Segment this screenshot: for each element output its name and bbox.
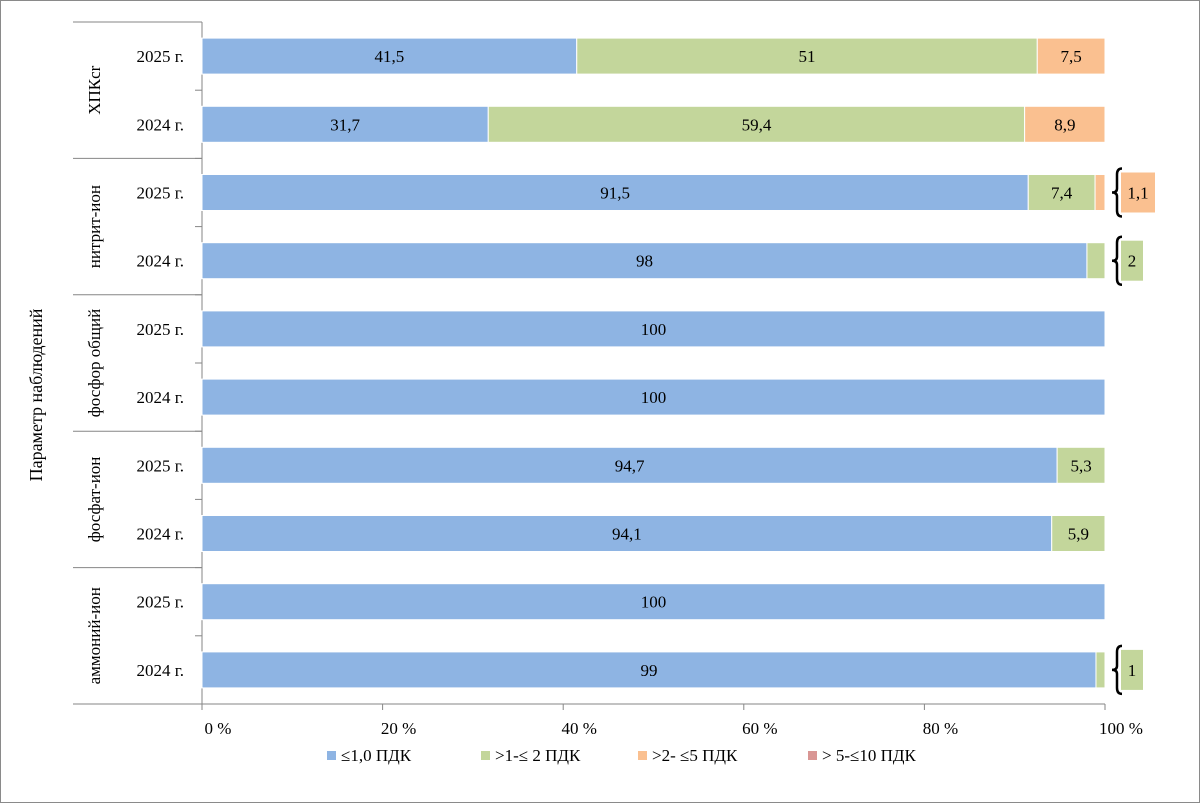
- data-label: 41,5: [374, 47, 404, 66]
- group-label: аммоний-ион: [85, 587, 104, 684]
- group-label: нитрит-ион: [85, 185, 104, 268]
- legend-label: ≤1,0 ПДК: [341, 746, 412, 765]
- row-label: 2025 г.: [136, 47, 184, 66]
- bar-segment: [1056, 446, 1106, 484]
- data-label: 2: [1128, 252, 1137, 271]
- data-label: 1,1: [1127, 184, 1148, 203]
- callout-box: [1121, 172, 1155, 213]
- data-label: 100: [641, 320, 667, 339]
- bar-segment: [201, 174, 1029, 211]
- data-label: 99: [640, 661, 657, 680]
- bar-segment: [1086, 242, 1106, 280]
- x-tick-label: 60 %: [742, 719, 777, 738]
- data-label: 59,4: [742, 115, 772, 134]
- data-label: 1: [1128, 661, 1137, 680]
- row-label: 2024 г.: [136, 115, 184, 134]
- data-label: 5,9: [1068, 525, 1089, 544]
- row-label: 2024 г.: [136, 388, 184, 407]
- data-label: 7,5: [1061, 47, 1082, 66]
- bar-segment: [201, 378, 1106, 416]
- bar-segment: [201, 37, 578, 75]
- group-label: ХПКcr: [85, 65, 104, 114]
- callout-bracket: [1111, 167, 1123, 218]
- x-tick-label: 100 %: [1099, 719, 1143, 738]
- bar-segment: [1027, 174, 1096, 211]
- row-label: 2024 г.: [136, 252, 184, 271]
- bar-segment: [201, 651, 1097, 689]
- bar-segment: [201, 446, 1058, 484]
- row-label: 2025 г.: [136, 320, 184, 339]
- x-tick-label: 80 %: [923, 719, 958, 738]
- data-label: 31,7: [330, 115, 360, 134]
- data-label: 5,3: [1070, 456, 1091, 475]
- bar-segment: [1095, 651, 1106, 689]
- legend-label: >1-≤ 2 ПДК: [495, 746, 581, 765]
- data-label: 8,9: [1054, 115, 1075, 134]
- legend-label: >2- ≤5 ПДК: [652, 746, 738, 765]
- bar-segment: [576, 37, 1038, 75]
- row-label: 2024 г.: [136, 661, 184, 680]
- bar-segment: [201, 583, 1106, 621]
- y-axis-title: Параметр наблюдений: [26, 308, 46, 481]
- data-label: 94,7: [615, 456, 645, 475]
- legend-swatch: [327, 751, 336, 760]
- callout-bracket: [1111, 235, 1123, 286]
- x-tick-label: 40 %: [561, 719, 596, 738]
- legend-swatch: [481, 751, 490, 760]
- row-label: 2025 г.: [136, 593, 184, 612]
- callout-box: [1121, 649, 1143, 690]
- data-label: 7,4: [1051, 184, 1073, 203]
- bar-segment: [1051, 515, 1106, 552]
- bar-segment: [1024, 105, 1106, 143]
- x-tick-label: 0 %: [205, 719, 232, 738]
- bar-segment: [201, 105, 489, 143]
- row-label: 2025 г.: [136, 184, 184, 203]
- row-label: 2025 г.: [136, 456, 184, 475]
- data-label: 98: [636, 252, 653, 271]
- callout-bracket: [1111, 644, 1123, 696]
- x-tick-label: 20 %: [381, 719, 416, 738]
- bar-segment: [201, 242, 1088, 280]
- bar-segment: [1036, 37, 1106, 75]
- group-label: фосфор общий: [85, 309, 104, 417]
- row-label: 2024 г.: [136, 525, 184, 544]
- bar-segment: [201, 515, 1053, 552]
- legend-label: > 5-≤10 ПДК: [822, 746, 916, 765]
- data-label: 51: [799, 47, 816, 66]
- group-label: фосфат-ион: [85, 457, 104, 543]
- data-label: 100: [641, 388, 667, 407]
- legend-swatch: [638, 751, 647, 760]
- bar-segment: [1094, 174, 1106, 211]
- legend-swatch: [808, 751, 817, 760]
- data-label: 94,1: [612, 525, 642, 544]
- data-label: 100: [641, 593, 667, 612]
- bar-segment: [201, 310, 1106, 348]
- data-label: 91,5: [600, 184, 630, 203]
- callout-box: [1121, 240, 1143, 281]
